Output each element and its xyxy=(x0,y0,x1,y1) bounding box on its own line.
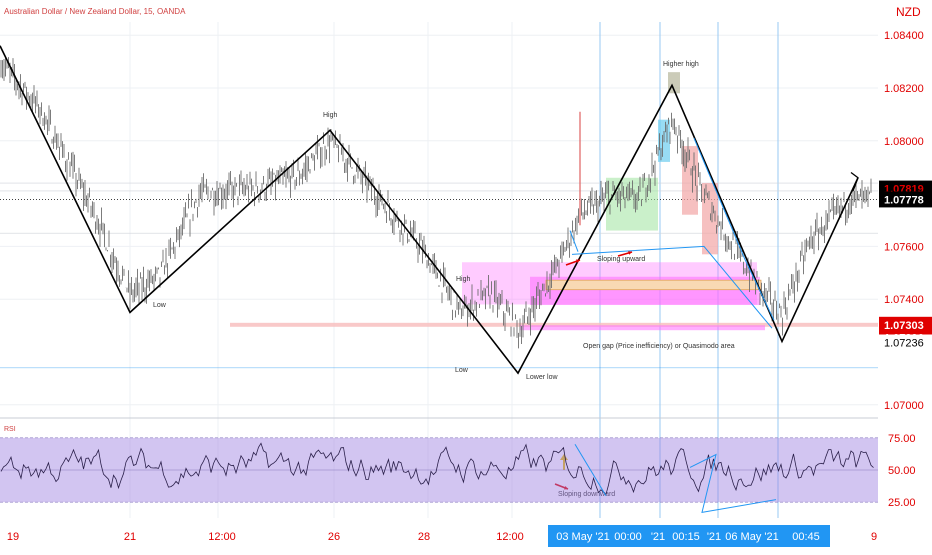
y-tick-label: 1.08200 xyxy=(884,83,924,95)
price-badge-bg xyxy=(879,316,932,333)
red-arrow-2-head xyxy=(628,251,632,255)
x-tick-label: 00:15 xyxy=(672,531,700,543)
y-tick-label: 1.07000 xyxy=(884,400,924,412)
annotation-open-gap: Open gap (Price inefficiency) or Quasimo… xyxy=(583,343,735,350)
y-tick-label: 1.08400 xyxy=(884,30,924,42)
red-arrow-rsi-head xyxy=(564,485,568,490)
rsi-pane: RSI xyxy=(0,426,878,514)
price-series xyxy=(0,57,872,349)
x-tick-label: 28 xyxy=(418,531,430,543)
date-badge-label: 03 May '21 xyxy=(556,531,609,543)
touch-line xyxy=(569,230,579,252)
annotation-higher-high: Higher high xyxy=(663,61,699,68)
rsi-tick-label: 25.00 xyxy=(888,497,916,509)
symbol-title: Australian Dollar / New Zealand Dollar, … xyxy=(4,7,186,16)
sloping-upward-line xyxy=(571,245,773,329)
descent-structure-line xyxy=(693,137,775,321)
date-range-highlight xyxy=(548,525,830,547)
x-tick-label: 12:00 xyxy=(496,531,524,543)
magenta-zone-gap xyxy=(520,325,765,331)
orange-zone xyxy=(545,279,762,291)
rsi-tick-label: 50.00 xyxy=(888,465,916,477)
x-tick-label: 9 xyxy=(871,531,877,543)
grid xyxy=(0,22,878,518)
rsi-divergence-line-1 xyxy=(574,444,607,496)
price-badge-label: 1.07236 xyxy=(884,337,924,349)
x-tick-label: '21 xyxy=(651,531,665,543)
annotation-low-2: Low xyxy=(455,367,469,374)
rsi-divergence-line-2 xyxy=(689,453,777,514)
y-tick-label: 1.08000 xyxy=(884,136,924,148)
x-tick-label: 00:00 xyxy=(614,531,642,543)
yellow-arrow-head xyxy=(560,454,568,460)
x-tick-label: 19 xyxy=(7,531,19,543)
x-tick-label: '21 xyxy=(707,531,721,543)
red-arrow-1-head xyxy=(576,259,580,263)
price-badge-bg xyxy=(879,191,932,208)
rsi-line xyxy=(0,442,874,496)
zigzag-trend-line xyxy=(0,45,859,375)
annotation-high-1: High xyxy=(323,112,338,119)
y-tick-label: 1.07400 xyxy=(884,294,924,306)
annotation-low-1: Low xyxy=(153,302,167,309)
gap-level-band xyxy=(230,322,878,327)
currency-label: NZD xyxy=(896,5,921,19)
annotation-lower-low: Lower low xyxy=(526,374,558,381)
rsi-label: RSI xyxy=(4,426,16,433)
trend-lines xyxy=(0,45,859,375)
y-tick-label: 1.07600 xyxy=(884,241,924,253)
date-badge-label: 06 May '21 xyxy=(725,531,778,543)
annotation-sloping-downward: Sloping downward xyxy=(558,491,615,498)
x-tick-label: 00:45 xyxy=(792,531,820,543)
axes: 1.08400 1.08200 1.08000 1.07600 1.07400 1.070… xyxy=(7,30,932,547)
x-tick-label: 21 xyxy=(124,531,136,543)
annotations: High Low High Low Lower low Higher high Slopin… xyxy=(153,61,735,498)
price-badge-label: 1.07778 xyxy=(884,194,924,206)
rsi-tick-label: 75.00 xyxy=(888,433,916,445)
annotation-high-2: High xyxy=(456,276,471,283)
price-badge-bg xyxy=(879,334,932,351)
x-tick-label: 12:00 xyxy=(208,531,236,543)
annotation-sloping-upward: Sloping upward xyxy=(597,256,645,263)
red-zone-2 xyxy=(702,183,718,255)
price-badge-label: 1.07303 xyxy=(884,320,924,332)
x-tick-label: 26 xyxy=(328,531,340,543)
trend-arrowhead xyxy=(850,171,859,192)
